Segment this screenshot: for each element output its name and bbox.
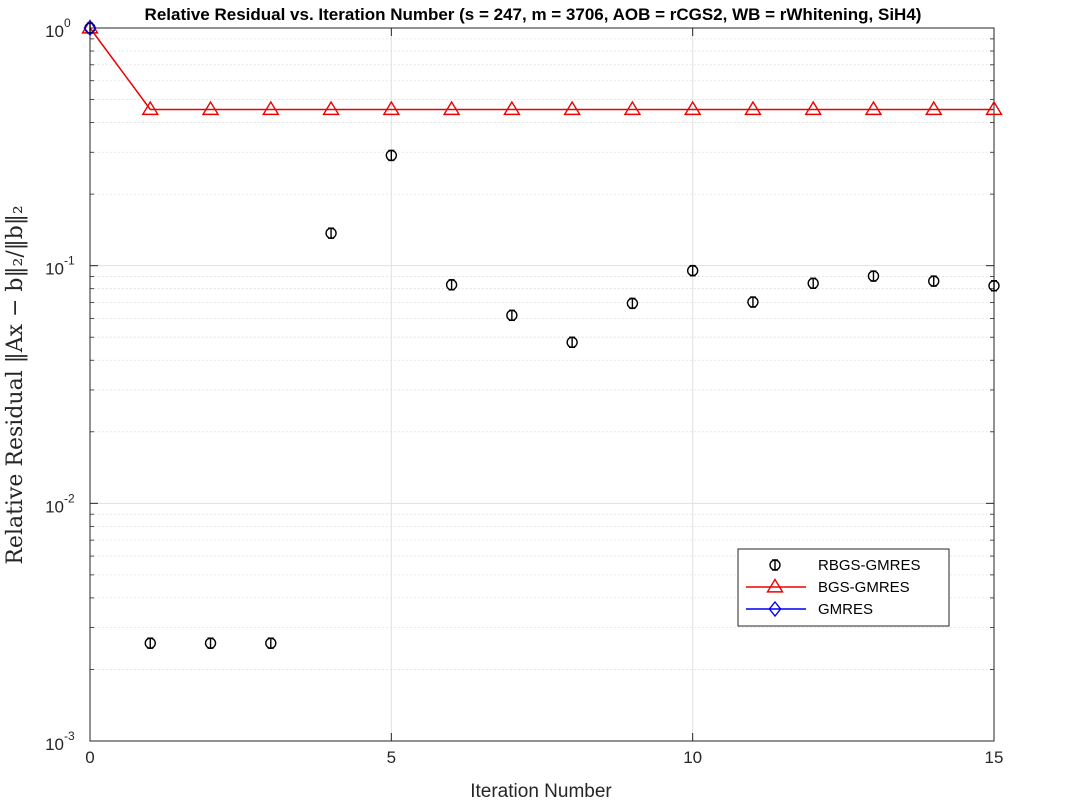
legend-marker: [766, 578, 784, 593]
chart-title: Relative Residual vs. Iteration Number (…: [145, 5, 922, 24]
y-tick-exponent: -3: [64, 729, 75, 743]
bgs-gmres-point: [563, 100, 581, 116]
x-tick-label: 0: [85, 748, 94, 767]
rbgs-gmres-point: [265, 637, 277, 649]
axes-box: [89, 27, 995, 742]
rbgs-gmres-point: [686, 264, 699, 277]
rbgs-gmres-point: [928, 275, 940, 287]
x-tick-label: 10: [683, 748, 702, 767]
rbgs-gmres-point: [506, 309, 518, 322]
grid: [89, 27, 995, 742]
rbgs-gmres-point: [325, 227, 337, 239]
y-tick-label: 10: [45, 260, 64, 279]
rbgs-gmres-point: [445, 279, 458, 291]
legend-label: RBGS-GMRES: [818, 557, 921, 574]
gmres-point: [83, 19, 97, 37]
rbgs-gmres-point: [988, 280, 1000, 292]
legend-entry-gmres: GMRES: [746, 600, 873, 618]
rbgs-gmres-point: [144, 637, 156, 649]
y-tick-label: 10: [45, 735, 64, 754]
bgs-gmres-point: [683, 100, 702, 116]
bgs-gmres-point: [201, 100, 220, 116]
data-series: [81, 19, 1003, 649]
y-axis-label: Relative Residual ‖Ax − b‖₂/‖b‖₂: [3, 205, 28, 564]
series-gmres: [83, 19, 97, 37]
bgs-gmres-point: [864, 100, 883, 116]
legend: RBGS-GMRES BGS-GMRES GMRES: [737, 548, 950, 627]
rbgs-gmres-point: [807, 277, 819, 289]
rbgs-gmres-point: [385, 149, 398, 162]
bgs-gmres-point: [924, 100, 943, 116]
bgs-gmres-line: [89, 27, 994, 111]
bgs-gmres-point: [322, 100, 340, 116]
legend-label: BGS-GMRES: [818, 579, 910, 596]
x-tick-label: 15: [985, 748, 1004, 767]
y-tick-exponent: -2: [64, 491, 75, 505]
bgs-gmres-point: [442, 100, 461, 116]
bgs-gmres-point: [744, 100, 762, 116]
y-tick-label: 10: [45, 22, 64, 41]
rbgs-gmres-point: [626, 297, 639, 310]
x-axis-label: Iteration Number: [470, 781, 612, 801]
bgs-gmres-point: [262, 100, 280, 116]
y-tick-exponent: 0: [64, 16, 71, 30]
rbgs-gmres-point: [747, 296, 759, 308]
rbgs-gmres-point: [566, 336, 578, 348]
legend-marker: [769, 559, 781, 571]
legend-entry-rbgs-gmres: RBGS-GMRES: [769, 557, 921, 574]
x-tick-label: 5: [387, 748, 396, 767]
bgs-gmres-point: [141, 100, 160, 116]
axes: [89, 27, 995, 742]
bgs-gmres-point: [623, 100, 642, 116]
plot-area: [90, 28, 994, 741]
bgs-gmres-point: [503, 100, 521, 116]
bgs-gmres-point: [382, 100, 401, 116]
y-tick-label: 10: [45, 497, 64, 516]
rbgs-gmres-point: [204, 637, 217, 649]
rbgs-gmres-point: [867, 270, 880, 282]
bgs-gmres-point: [985, 100, 1003, 116]
bgs-gmres-point: [804, 100, 822, 116]
legend-label: GMRES: [818, 601, 873, 618]
y-tick-exponent: -1: [64, 254, 75, 268]
legend-marker: [768, 600, 782, 618]
legend-entry-bgs-gmres: BGS-GMRES: [746, 578, 910, 596]
